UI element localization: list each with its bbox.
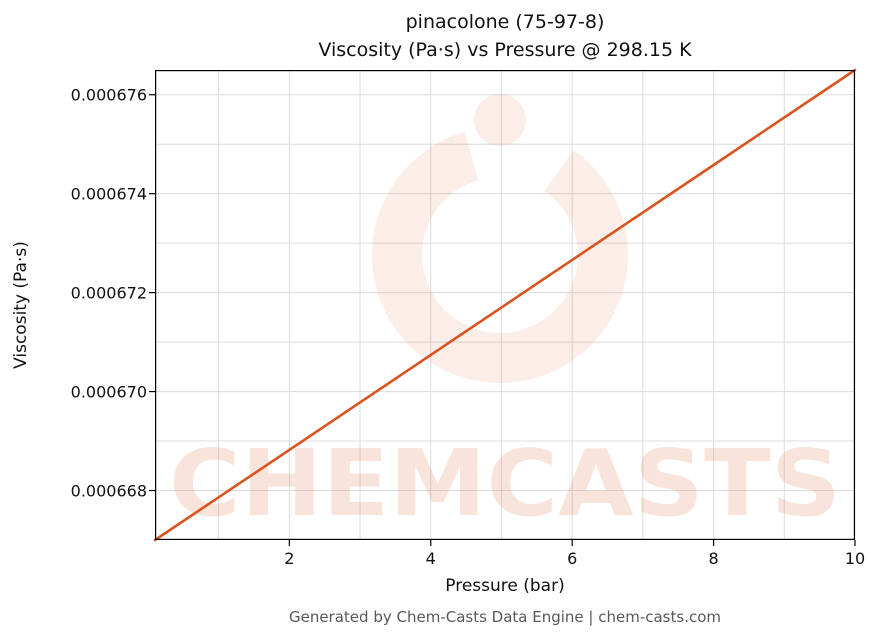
x-tick-label: 10	[844, 549, 866, 568]
plot-area: CHEMCASTS	[149, 68, 857, 546]
watermark-text: CHEMCASTS	[169, 430, 841, 537]
y-tick-label: 0.000672	[70, 283, 147, 303]
chart-title-line-1: pinacolone (75-97-8)	[405, 11, 605, 33]
x-tick-label: 4	[425, 549, 436, 568]
axes-spines	[155, 70, 855, 540]
x-tick-label: 6	[567, 549, 578, 568]
x-tick-label: 2	[284, 549, 295, 568]
series-line-viscosity-vs-pressure	[153, 68, 857, 542]
chart-title-line-2: Viscosity (Pa·s) vs Pressure @ 298.15 K	[318, 39, 692, 61]
y-axis-label: Viscosity (Pa·s)	[11, 241, 31, 369]
y-tick-label: 0.000676	[70, 85, 147, 105]
x-tick-label: 8	[708, 549, 719, 568]
y-tick-label: 0.000670	[70, 382, 147, 402]
chart-title: pinacolone (75-97-8) Viscosity (Pa·s) vs…	[155, 8, 855, 64]
y-tick-label: 0.000674	[70, 184, 147, 204]
footer-credit: Generated by Chem-Casts Data Engine | ch…	[288, 608, 722, 626]
y-tick-label: 0.000668	[70, 481, 147, 501]
watermark-logo-icon	[372, 127, 628, 383]
x-axis-label: Pressure (bar)	[445, 576, 565, 596]
watermark-logo-dot-icon	[474, 94, 526, 146]
